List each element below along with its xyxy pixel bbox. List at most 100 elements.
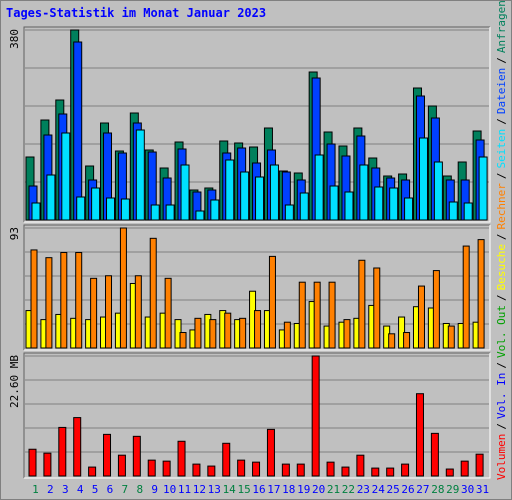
bar xyxy=(120,198,130,221)
bar xyxy=(298,281,306,349)
x-tick-label: 22 xyxy=(342,483,355,496)
y-tick-label: 380 xyxy=(8,29,21,49)
bar xyxy=(252,461,261,477)
x-tick-label: 1 xyxy=(32,483,39,496)
panel-border xyxy=(23,352,490,478)
x-tick-label: 14 xyxy=(223,483,237,496)
y-tick-label: 22.60 MB xyxy=(8,355,21,408)
legend-separator: / xyxy=(495,118,508,125)
bar xyxy=(239,317,247,349)
bar xyxy=(445,468,454,477)
x-tick-label: 19 xyxy=(297,483,310,496)
legend-entry: Vol. Out xyxy=(495,305,508,358)
bar xyxy=(147,459,156,477)
bar xyxy=(269,164,279,221)
bar xyxy=(463,202,473,221)
x-tick-label: 18 xyxy=(282,483,295,496)
panel-border xyxy=(24,27,491,223)
bar xyxy=(296,463,305,477)
bar xyxy=(475,453,484,477)
bar xyxy=(401,463,410,477)
bar xyxy=(209,319,217,349)
bar xyxy=(132,435,141,477)
bar xyxy=(358,259,366,349)
x-tick-label: 27 xyxy=(416,483,429,496)
x-tick-label: 28 xyxy=(431,483,444,496)
x-tick-label: 6 xyxy=(107,483,114,496)
bar xyxy=(344,191,354,221)
bar xyxy=(43,452,52,477)
x-tick-label: 9 xyxy=(151,483,158,496)
bar xyxy=(105,275,113,349)
bar xyxy=(194,317,202,349)
bar xyxy=(386,467,395,477)
x-tick-label: 25 xyxy=(387,483,400,496)
x-tick-label: 21 xyxy=(327,483,340,496)
bar xyxy=(255,176,265,221)
legend-separator: / xyxy=(495,57,508,64)
bar xyxy=(76,196,86,221)
bar xyxy=(403,332,411,349)
x-tick-label: 2 xyxy=(47,483,54,496)
bar xyxy=(177,440,186,477)
bar xyxy=(192,463,201,477)
panel-border xyxy=(23,224,490,350)
bar xyxy=(179,332,187,349)
bar xyxy=(311,355,320,477)
legend-entry: Vol. In xyxy=(495,373,508,419)
bar xyxy=(31,202,41,221)
x-tick-label: 31 xyxy=(476,483,489,496)
bar xyxy=(371,467,380,477)
legend-entry: Volumen xyxy=(495,434,508,480)
bar xyxy=(91,187,101,221)
bar xyxy=(418,137,428,221)
bar xyxy=(224,312,232,349)
bar xyxy=(30,249,38,349)
bar xyxy=(222,442,231,477)
x-tick-label: 16 xyxy=(252,483,265,496)
panel xyxy=(24,353,490,478)
legend-separator: / xyxy=(495,423,508,430)
bar xyxy=(432,270,440,349)
bar xyxy=(374,186,384,221)
bar xyxy=(268,255,276,349)
bar xyxy=(460,460,469,477)
bar xyxy=(88,466,97,477)
bar xyxy=(195,210,205,221)
x-tick-label: 23 xyxy=(357,483,370,496)
legend-entry: Anfragen xyxy=(495,0,508,53)
bar xyxy=(117,454,126,477)
bar xyxy=(343,319,351,349)
x-tick-label: 13 xyxy=(208,483,221,496)
legend-separator: / xyxy=(495,172,508,179)
bar xyxy=(373,267,381,349)
bar xyxy=(254,310,262,349)
bar xyxy=(328,281,336,349)
bar xyxy=(150,204,160,221)
legend-separator: / xyxy=(495,233,508,240)
bar xyxy=(266,428,275,477)
bar xyxy=(60,252,68,349)
bar xyxy=(356,454,365,477)
bar xyxy=(149,237,157,349)
bar xyxy=(240,171,250,221)
legend-entry: Rechner xyxy=(495,183,508,230)
x-tick-label: 26 xyxy=(401,483,414,496)
bar xyxy=(284,204,294,221)
bar xyxy=(326,461,335,477)
bar xyxy=(106,197,116,221)
bar xyxy=(417,285,425,349)
x-tick-label: 20 xyxy=(312,483,325,496)
bar xyxy=(430,432,439,477)
bar xyxy=(75,252,83,349)
bar xyxy=(165,204,175,221)
bar xyxy=(359,164,369,221)
x-tick-label: 5 xyxy=(92,483,99,496)
panel-border xyxy=(23,26,490,222)
bar xyxy=(329,185,339,221)
bar xyxy=(341,466,350,477)
legend: Volumen / Vol. In / Vol. Out / Besuche / Rechner… xyxy=(495,0,508,480)
bar xyxy=(73,41,83,221)
bar xyxy=(58,426,67,477)
x-tick-label: 30 xyxy=(461,483,474,496)
